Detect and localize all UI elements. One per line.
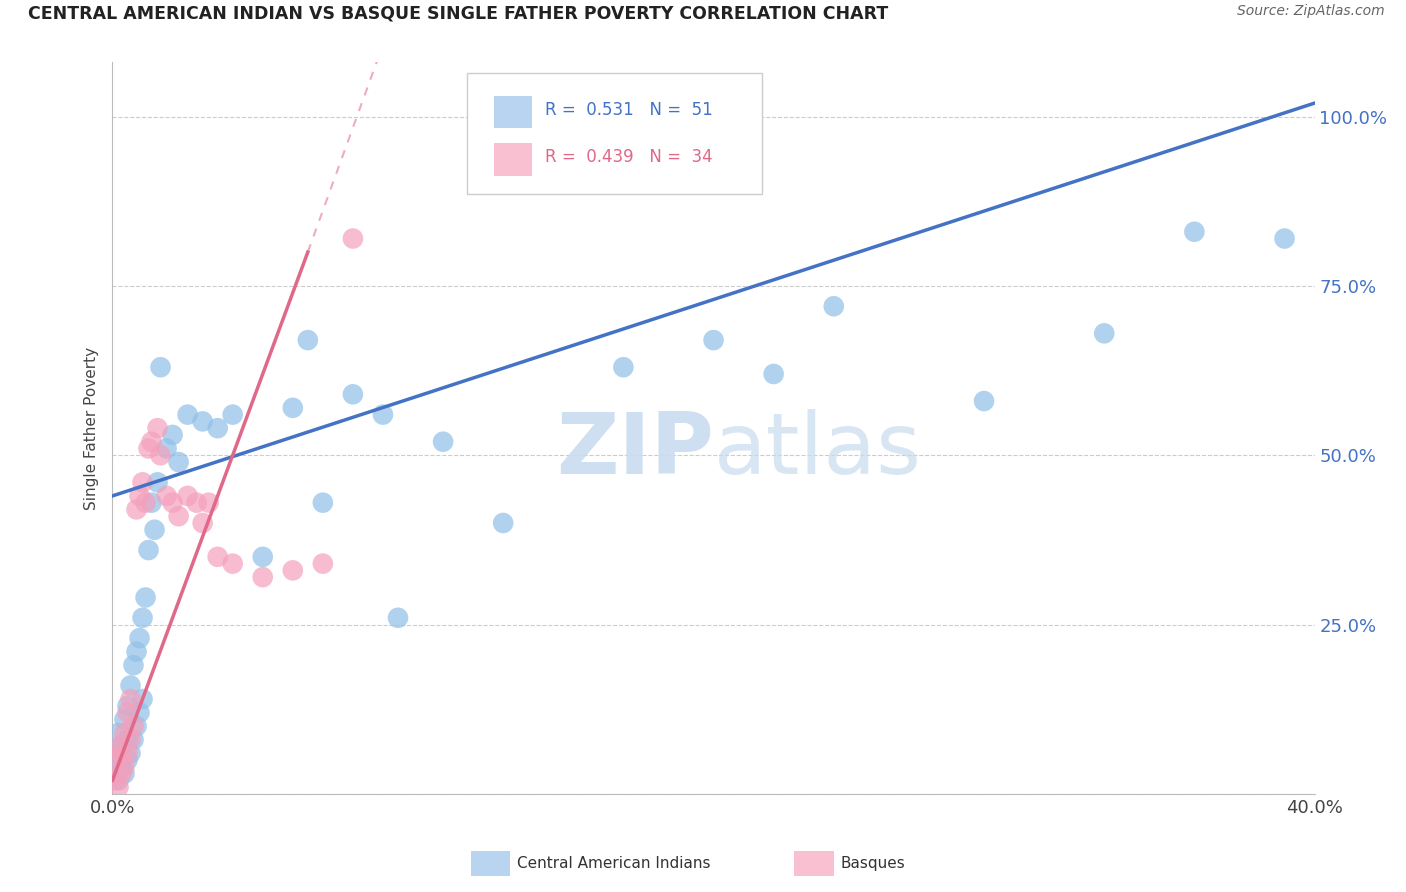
Point bbox=[138, 442, 160, 456]
Point bbox=[135, 591, 157, 605]
Point bbox=[117, 732, 139, 747]
Point bbox=[176, 408, 198, 422]
Point bbox=[138, 543, 160, 558]
Point bbox=[222, 557, 245, 571]
Point bbox=[104, 766, 127, 780]
Point bbox=[110, 739, 132, 754]
Point bbox=[114, 766, 136, 780]
Text: CENTRAL AMERICAN INDIAN VS BASQUE SINGLE FATHER POVERTY CORRELATION CHART: CENTRAL AMERICAN INDIAN VS BASQUE SINGLE… bbox=[28, 4, 889, 22]
Point bbox=[167, 455, 190, 469]
Point bbox=[149, 448, 172, 462]
Point bbox=[107, 773, 129, 788]
Point bbox=[107, 739, 129, 754]
Point bbox=[128, 706, 150, 720]
Point bbox=[104, 746, 127, 760]
Point bbox=[114, 726, 136, 740]
Point bbox=[167, 509, 190, 524]
Text: Source: ZipAtlas.com: Source: ZipAtlas.com bbox=[1237, 4, 1385, 19]
Point bbox=[122, 719, 145, 733]
Point bbox=[120, 746, 142, 760]
Text: Central American Indians: Central American Indians bbox=[517, 856, 711, 871]
Point bbox=[110, 766, 132, 780]
Point bbox=[222, 408, 245, 422]
Point bbox=[135, 496, 157, 510]
Point bbox=[207, 421, 229, 435]
Point bbox=[114, 712, 136, 726]
Point bbox=[342, 231, 364, 245]
Point bbox=[281, 563, 304, 577]
Point bbox=[131, 475, 153, 490]
Point bbox=[146, 421, 169, 435]
Point bbox=[762, 367, 785, 381]
Point bbox=[143, 523, 166, 537]
Point bbox=[312, 557, 335, 571]
Point bbox=[117, 698, 139, 713]
Point bbox=[176, 489, 198, 503]
Y-axis label: Single Father Poverty: Single Father Poverty bbox=[84, 347, 100, 509]
Text: R =  0.531   N =  51: R = 0.531 N = 51 bbox=[546, 102, 713, 120]
Point bbox=[197, 496, 219, 510]
Point bbox=[117, 706, 139, 720]
Point bbox=[191, 516, 214, 530]
Point bbox=[1092, 326, 1115, 341]
Point bbox=[162, 496, 184, 510]
Text: Basques: Basques bbox=[841, 856, 905, 871]
Point bbox=[1274, 231, 1296, 245]
Point bbox=[371, 408, 394, 422]
Point bbox=[252, 570, 274, 584]
Point bbox=[973, 394, 995, 409]
Point bbox=[117, 746, 139, 760]
Point bbox=[155, 442, 177, 456]
Point bbox=[612, 360, 634, 375]
Point bbox=[125, 719, 148, 733]
Point bbox=[125, 645, 148, 659]
FancyBboxPatch shape bbox=[467, 73, 762, 194]
Text: atlas: atlas bbox=[713, 409, 921, 491]
Point bbox=[312, 496, 335, 510]
Point bbox=[110, 746, 132, 760]
Point bbox=[125, 502, 148, 516]
Point bbox=[141, 434, 163, 449]
Point bbox=[186, 496, 208, 510]
Point bbox=[342, 387, 364, 401]
Point bbox=[252, 549, 274, 564]
Point bbox=[104, 753, 127, 767]
Point bbox=[207, 549, 229, 564]
Point bbox=[128, 489, 150, 503]
Point bbox=[131, 692, 153, 706]
Point bbox=[155, 489, 177, 503]
Point bbox=[432, 434, 454, 449]
Point bbox=[120, 732, 142, 747]
Point bbox=[128, 631, 150, 645]
Point bbox=[297, 333, 319, 347]
FancyBboxPatch shape bbox=[494, 144, 531, 177]
Point bbox=[107, 780, 129, 794]
Point bbox=[823, 299, 845, 313]
Point bbox=[1184, 225, 1206, 239]
Point bbox=[149, 360, 172, 375]
Point bbox=[131, 611, 153, 625]
Point bbox=[387, 611, 409, 625]
Point bbox=[492, 516, 515, 530]
Point bbox=[162, 428, 184, 442]
Point bbox=[107, 726, 129, 740]
Point bbox=[110, 760, 132, 774]
Point bbox=[281, 401, 304, 415]
Point bbox=[104, 773, 127, 788]
Point bbox=[191, 414, 214, 428]
Text: R =  0.439   N =  34: R = 0.439 N = 34 bbox=[546, 148, 713, 166]
Point bbox=[141, 496, 163, 510]
Point bbox=[117, 753, 139, 767]
Point bbox=[702, 333, 725, 347]
Point bbox=[122, 658, 145, 673]
Text: ZIP: ZIP bbox=[555, 409, 713, 491]
Point bbox=[114, 760, 136, 774]
Point bbox=[122, 732, 145, 747]
Point bbox=[120, 679, 142, 693]
FancyBboxPatch shape bbox=[494, 95, 531, 128]
Point bbox=[146, 475, 169, 490]
Point bbox=[120, 692, 142, 706]
